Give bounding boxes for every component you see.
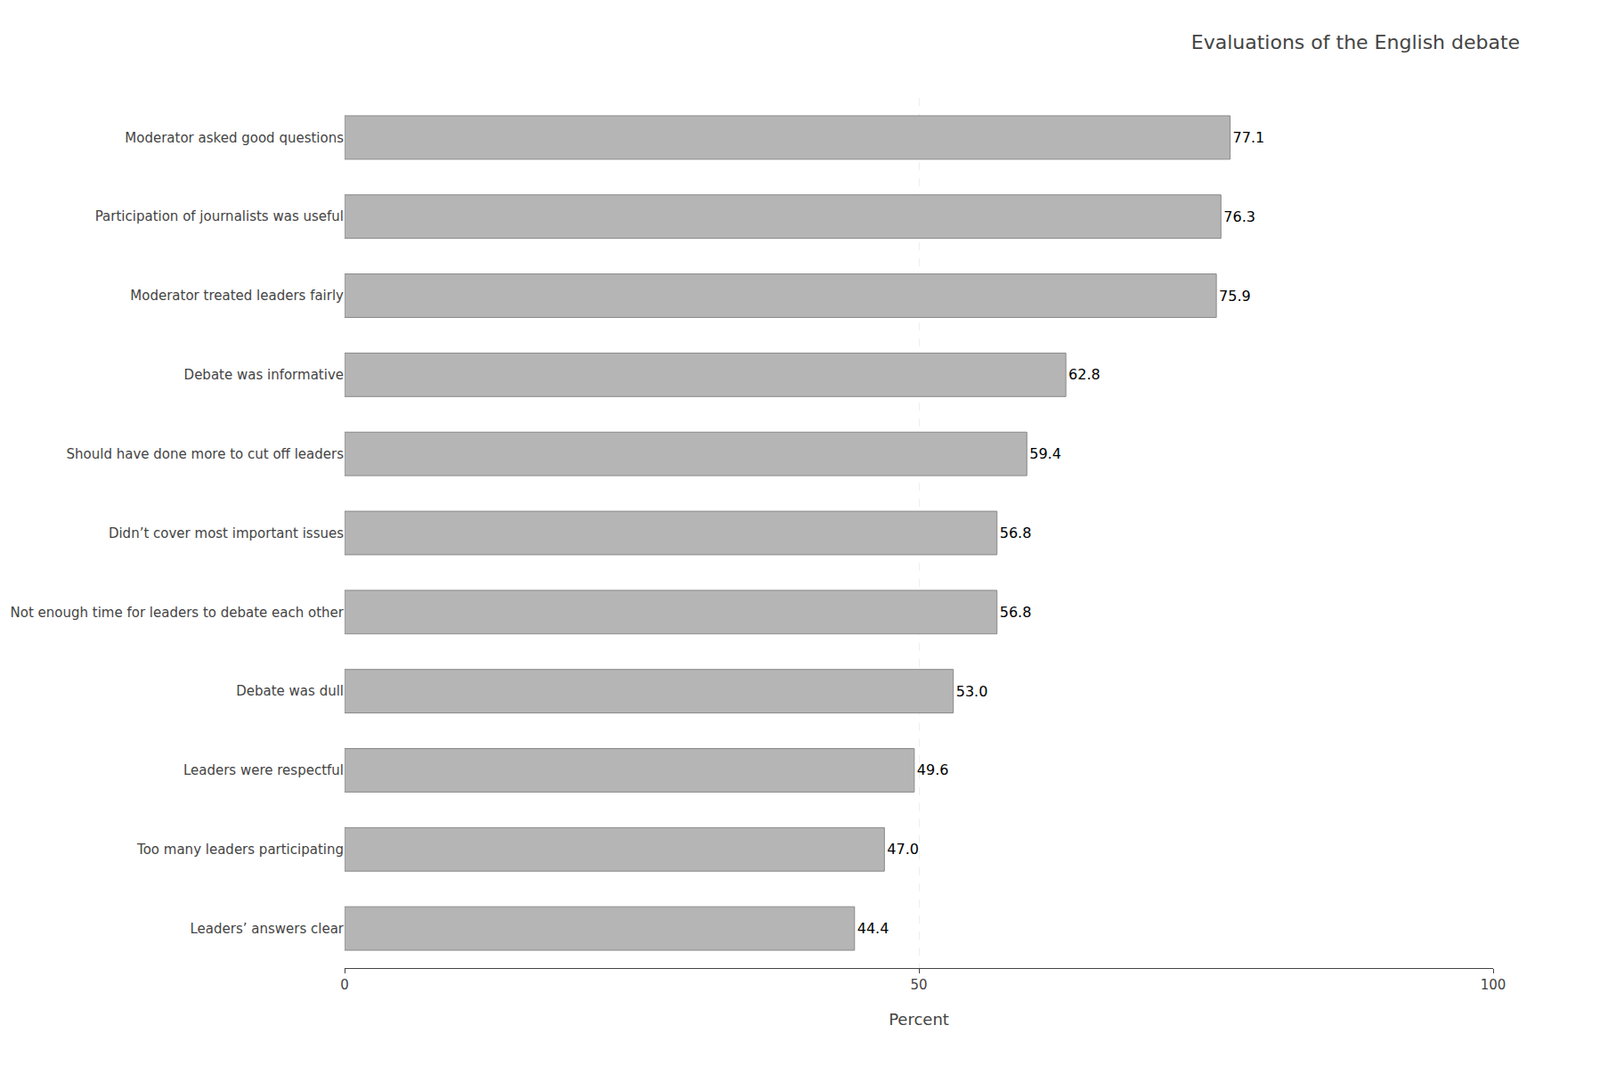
svg-text:76.3: 76.3 (1223, 208, 1256, 226)
svg-text:Participation of journalists w: Participation of journalists was useful (95, 208, 344, 225)
svg-text:Debate was informative: Debate was informative (184, 366, 344, 383)
svg-text:Leaders were respectful: Leaders were respectful (183, 762, 344, 779)
svg-text:77.1: 77.1 (1233, 129, 1266, 147)
svg-text:Should have done more to cut o: Should have done more to cut off leaders (66, 446, 345, 463)
svg-text:Didn’t cover most important is: Didn’t cover most important issues (108, 525, 344, 542)
svg-text:59.4: 59.4 (1029, 445, 1062, 463)
svg-text:Too many leaders participating: Too many leaders participating (136, 841, 344, 858)
svg-text:Leaders’ answers clear: Leaders’ answers clear (189, 920, 344, 937)
svg-text:Percent: Percent (888, 1009, 950, 1029)
svg-text:Debate was dull: Debate was dull (235, 682, 344, 699)
svg-text:44.4: 44.4 (857, 919, 890, 937)
svg-text:100: 100 (1480, 976, 1507, 993)
svg-text:49.6: 49.6 (917, 761, 950, 779)
svg-text:75.9: 75.9 (1218, 287, 1251, 305)
svg-text:Moderator treated leaders fair: Moderator treated leaders fairly (129, 287, 344, 304)
svg-text:56.8: 56.8 (999, 603, 1032, 621)
svg-text:47.0: 47.0 (886, 840, 919, 858)
svg-text:56.8: 56.8 (999, 524, 1032, 542)
svg-text:53.0: 53.0 (956, 682, 989, 700)
svg-text:Evaluations of the English deb: Evaluations of the English debate (1191, 31, 1520, 54)
svg-text:0: 0 (340, 976, 350, 993)
svg-text:Not enough time for leaders to: Not enough time for leaders to debate ea… (10, 604, 345, 621)
svg-text:Moderator asked good questions: Moderator asked good questions (124, 129, 344, 147)
svg-text:62.8: 62.8 (1068, 365, 1101, 383)
svg-text:50: 50 (909, 976, 927, 993)
